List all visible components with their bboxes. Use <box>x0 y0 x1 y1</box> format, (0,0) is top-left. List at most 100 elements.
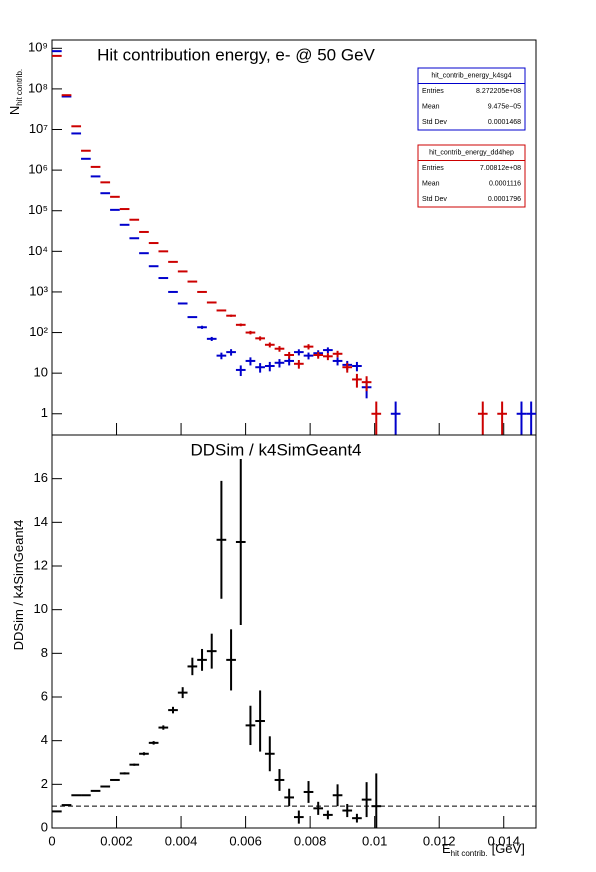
bin <box>342 803 353 818</box>
x-tick-label: 0.002 <box>100 833 133 848</box>
y-tick-label: 0 <box>41 819 48 834</box>
bin <box>390 401 401 435</box>
bin <box>477 401 488 435</box>
bin <box>264 736 275 772</box>
x-tick-label: 0.004 <box>165 833 198 848</box>
bin <box>264 342 275 348</box>
bin <box>323 347 333 354</box>
y-tick-label: 10² <box>29 324 48 339</box>
y-axis-label-main: N <box>7 106 22 115</box>
bin <box>313 351 324 359</box>
y-tick-label: 10⁷ <box>29 121 48 136</box>
bin <box>294 810 304 824</box>
bin <box>284 788 294 807</box>
x-tick-label: 0.01 <box>362 833 387 848</box>
y-tick-label: 10⁸ <box>28 80 48 95</box>
y-tick-label: 16 <box>34 470 48 485</box>
y-tick-label: 10³ <box>29 283 48 298</box>
stat-value: 0.0001468 <box>488 119 521 126</box>
bin <box>361 782 372 818</box>
bin <box>332 357 343 366</box>
bin <box>526 401 536 435</box>
stat-box-title: hit_contrib_energy_dd4hep <box>429 150 514 157</box>
frame <box>51 434 537 829</box>
bin <box>197 648 207 671</box>
stat-box-title: hit_contrib_energy_k4sg4 <box>431 73 511 80</box>
bin <box>226 314 236 317</box>
upper-title: Hit contribution energy, e- @ 50 GeV <box>97 45 375 64</box>
stat-box <box>417 67 526 131</box>
bin <box>158 725 169 730</box>
y-tick-label: 8 <box>41 645 48 660</box>
bin <box>361 376 372 392</box>
bin <box>235 323 246 327</box>
bin <box>226 629 236 691</box>
bin <box>245 357 256 366</box>
stat-label: Entries <box>422 165 444 172</box>
y-tick-label: 14 <box>34 514 48 529</box>
bin <box>235 365 246 377</box>
bin <box>284 351 294 359</box>
bin <box>342 363 353 373</box>
x-axis-label-unit: [GeV] <box>492 841 525 856</box>
bin <box>294 359 304 369</box>
bin <box>119 772 130 775</box>
bin <box>516 401 527 435</box>
x-axis-label-sub: hit contrib. <box>451 849 488 858</box>
bin <box>352 813 362 823</box>
bin <box>216 352 227 360</box>
bin <box>177 687 188 699</box>
bin <box>197 325 207 329</box>
bin <box>226 349 236 356</box>
x-axis-label: Ehit contrib. [GeV] <box>442 841 525 858</box>
x-tick-label: 0 <box>48 833 55 848</box>
bin <box>332 350 343 358</box>
y-tick-label: 10 <box>34 601 48 616</box>
y-tick-label: 6 <box>41 688 48 703</box>
bin <box>274 769 285 791</box>
bin <box>332 784 343 807</box>
bin <box>245 705 256 746</box>
bin <box>216 480 227 599</box>
bin <box>303 344 314 350</box>
bin <box>148 741 159 745</box>
y-axis-label-main: DDSim / k4SimGeant4 <box>11 520 26 651</box>
bin <box>323 353 333 361</box>
bin <box>313 801 324 815</box>
bin <box>323 810 333 820</box>
x-axis-label-main: E <box>442 841 451 856</box>
bin <box>139 752 149 756</box>
bin <box>371 401 382 435</box>
bin <box>255 363 265 373</box>
y-tick-label: 10⁹ <box>28 40 48 55</box>
stat-label: Mean <box>422 104 440 111</box>
y-axis-label: DDSim / k4SimGeant4 <box>11 520 26 651</box>
stat-label: Std Dev <box>422 119 447 126</box>
x-tick-label: 0.006 <box>229 833 262 848</box>
stat-value: 8.272205e+08 <box>476 88 521 95</box>
y-tick-label: 12 <box>34 557 48 572</box>
bin <box>371 773 382 828</box>
bin <box>168 706 178 714</box>
bin <box>187 657 198 676</box>
y-axis-label-sub: hit contrib. <box>15 69 24 106</box>
bin <box>206 336 217 341</box>
bin <box>274 359 285 368</box>
bin <box>129 763 140 766</box>
bin <box>352 373 362 388</box>
stat-value: 7.00812e+08 <box>480 165 521 172</box>
bin <box>206 633 217 669</box>
stat-value: 0.0001116 <box>489 181 521 188</box>
stat-label: Mean <box>422 181 440 188</box>
stat-box <box>417 144 526 208</box>
lower-title: DDSim / k4SimGeant4 <box>191 440 362 459</box>
y-axis-label: Nhit contrib. <box>7 69 24 115</box>
bin <box>303 352 314 360</box>
y-tick-label: 2 <box>41 776 48 791</box>
bin <box>245 330 256 335</box>
stat-label: Std Dev <box>422 196 447 203</box>
bin <box>235 459 246 625</box>
bin <box>264 361 275 372</box>
